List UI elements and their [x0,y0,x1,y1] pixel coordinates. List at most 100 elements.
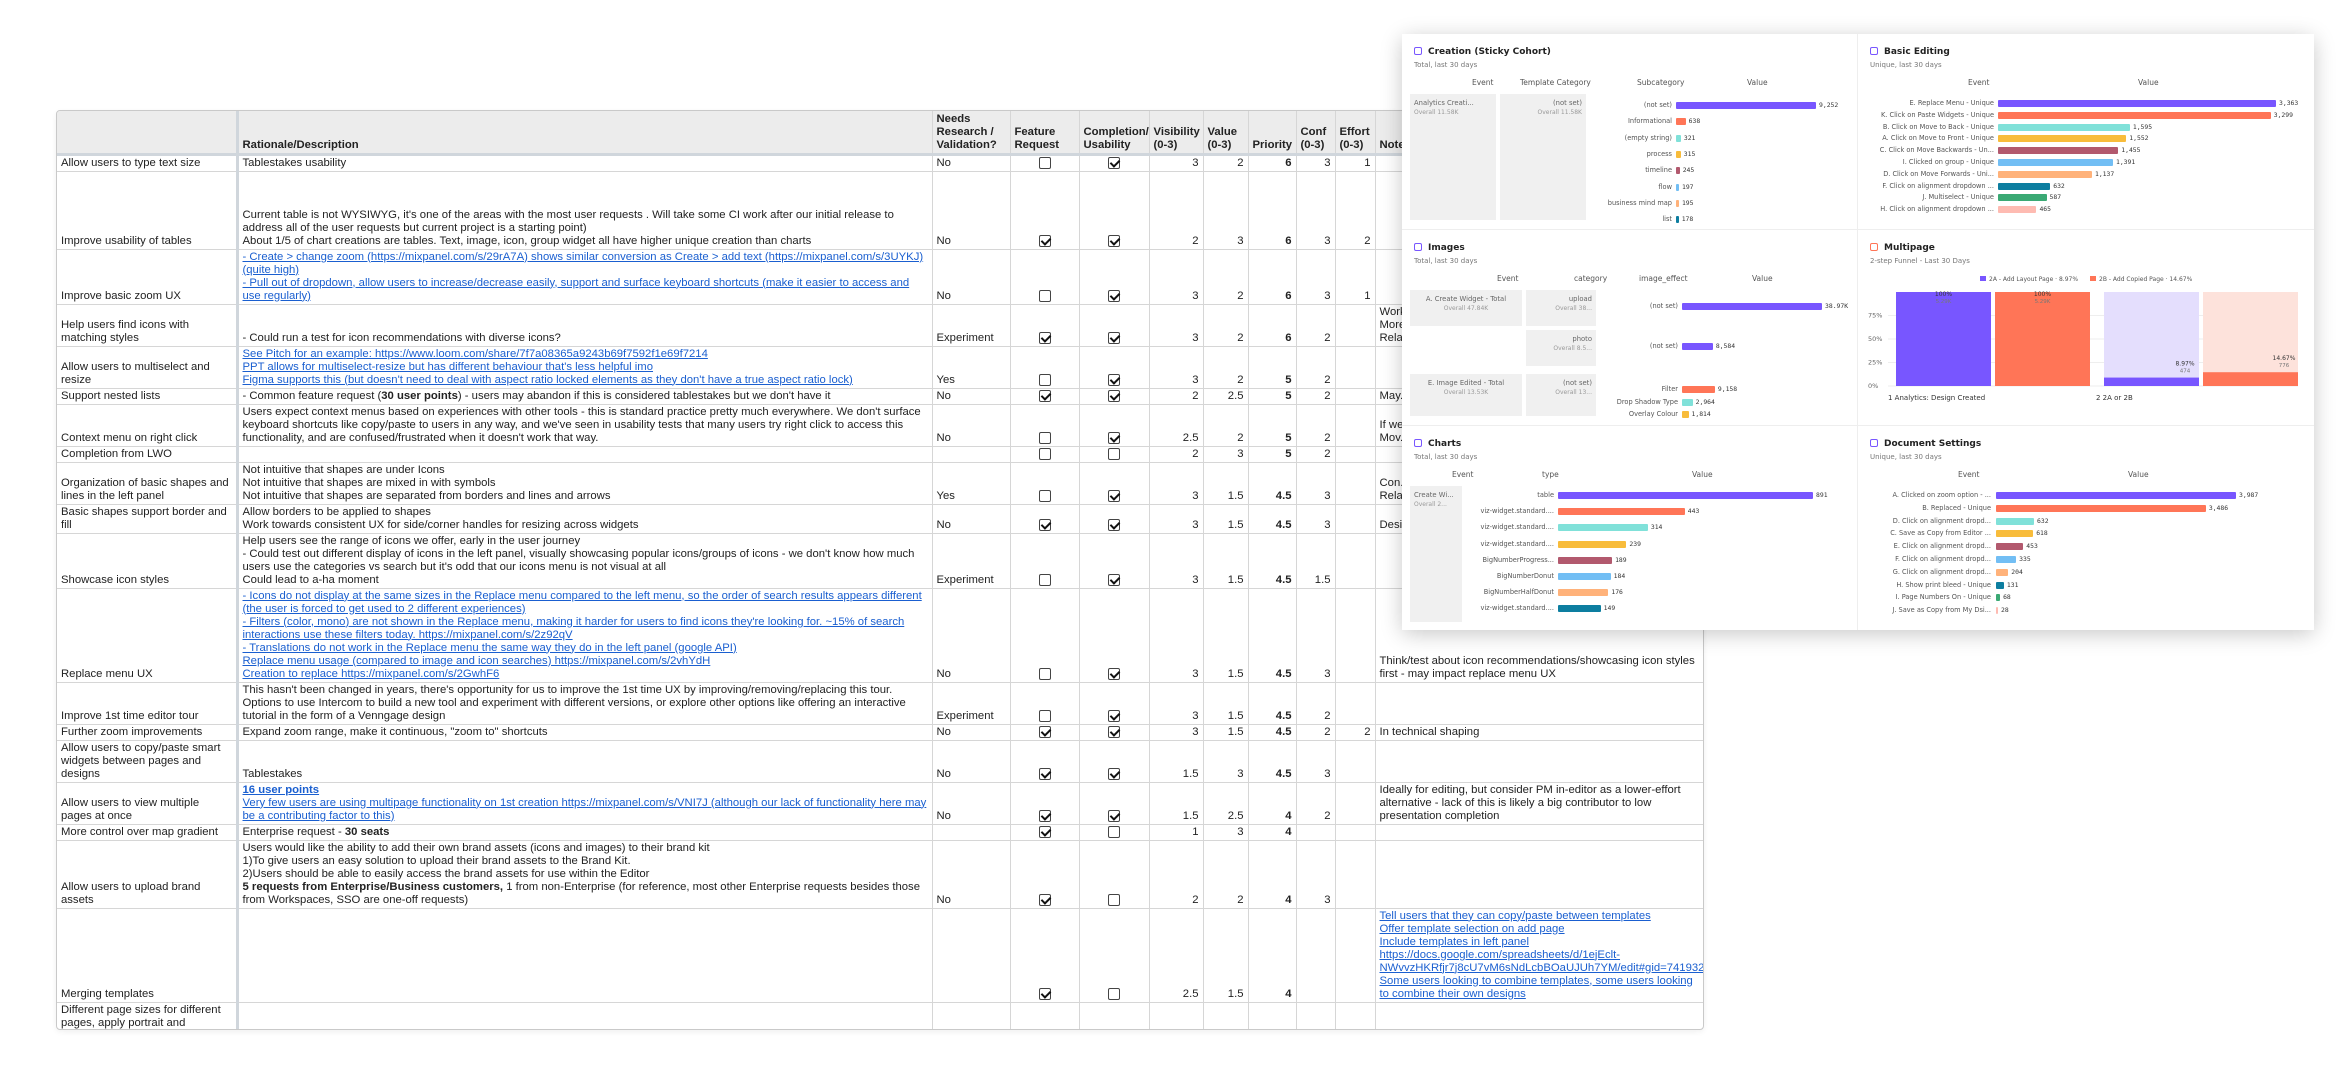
notes-link[interactable]: Tell users that they can copy/paste betw… [1379,909,1651,922]
value-cell[interactable]: 3 [1203,740,1249,783]
priority-cell[interactable]: 4.5 [1248,682,1297,725]
visibility-cell[interactable]: 2 [1149,446,1204,463]
notes-link[interactable]: Offer template selection on add page [1379,922,1565,935]
value-cell[interactable]: 1.5 [1203,682,1249,725]
visibility-cell[interactable]: 2 [1149,1002,1204,1029]
item-name-cell[interactable]: Help users find icons with matching styl… [57,304,239,347]
value-cell[interactable]: 2 [1203,154,1249,172]
effort-cell[interactable] [1335,908,1376,1003]
needs-research-cell[interactable] [932,824,1011,841]
rationale-cell[interactable]: - Could run a test for icon recommendati… [237,304,933,347]
checkbox-unchecked[interactable] [1038,447,1051,460]
rationale-cell[interactable]: Not intuitive that shapes are under Icon… [237,462,933,505]
effort-cell[interactable] [1335,388,1376,405]
needs-research-cell[interactable]: No [932,724,1011,741]
effort-cell[interactable] [1335,1002,1376,1029]
header-visibility[interactable]: Visibility (0-3) [1149,111,1204,156]
effort-cell[interactable]: 1 [1335,249,1376,305]
rationale-link[interactable]: See Pitch for an example: https://www.lo… [242,347,708,360]
charts-card[interactable]: Charts Total, last 30 days Event type Valu… [1402,426,1858,630]
rationale-cell[interactable] [237,446,933,463]
item-name-cell[interactable]: Further zoom improvements [57,724,239,741]
header-effort[interactable]: Effort (0-3) [1335,111,1376,156]
needs-research-cell[interactable]: No [932,504,1011,534]
effort-cell[interactable] [1335,682,1376,725]
checkbox-unchecked[interactable] [1038,573,1051,586]
notes-cell[interactable] [1375,1002,1703,1029]
checkbox-unchecked[interactable] [1108,987,1120,1000]
priority-cell[interactable]: 4 [1248,840,1297,909]
item-name-cell[interactable]: Organization of basic shapes and lines i… [57,462,239,505]
effort-cell[interactable] [1335,740,1376,783]
item-name-cell[interactable]: More control over map gradient [57,824,239,841]
value-cell[interactable]: 3 [1203,824,1249,841]
rationale-cell[interactable]: Allow borders to be applied to shapes Wor… [237,504,933,534]
needs-research-cell[interactable] [932,446,1011,463]
rationale-link[interactable]: - Translations do not work in the Replac… [242,641,737,654]
conf-cell[interactable]: 2 [1296,682,1336,725]
value-cell[interactable]: 1.5 [1203,462,1249,505]
effort-cell[interactable] [1335,504,1376,534]
value-cell[interactable]: 1.5 [1203,588,1249,683]
checkbox-checked[interactable] [1108,767,1120,780]
effort-cell[interactable] [1335,840,1376,909]
notes-link[interactable]: Some users looking to combine templates,… [1379,974,1693,1000]
rationale-link[interactable]: - Filters (color, mono) are not shown in… [242,615,905,641]
checkbox-unchecked[interactable] [1038,431,1051,444]
conf-cell[interactable]: 3 [1296,840,1336,909]
value-cell[interactable]: 2 [1203,304,1249,347]
checkbox-checked[interactable] [1038,809,1051,822]
notes-cell[interactable]: Ideally for editing, but consider PM in-… [1375,782,1703,825]
header-conf[interactable]: Conf (0-3) [1296,111,1336,156]
conf-cell[interactable]: 2 [1296,782,1336,825]
visibility-cell[interactable]: 2.5 [1149,404,1204,447]
priority-cell[interactable]: 6 [1248,304,1297,347]
header-needs-research[interactable]: Needs Research / Validation? [932,111,1011,156]
visibility-cell[interactable]: 3 [1149,462,1204,505]
item-name-cell[interactable]: Basic shapes support border and fill [57,504,239,534]
priority-cell[interactable]: 6 [1248,249,1297,305]
visibility-cell[interactable]: 2 [1149,171,1204,250]
needs-research-cell[interactable]: Yes [932,462,1011,505]
visibility-cell[interactable]: 1 [1149,824,1204,841]
priority-cell[interactable]: 4.5 [1248,533,1297,589]
item-name-cell[interactable]: Showcase icon styles [57,533,239,589]
conf-cell[interactable]: 3 [1296,462,1336,505]
notes-cell[interactable] [1375,682,1703,725]
checkbox-checked[interactable] [1038,987,1051,1000]
header-name[interactable] [57,111,239,156]
rationale-cell[interactable]: Help users see the range of icons we off… [237,533,933,589]
notes-link[interactable]: https://docs.google.com/spreadsheets/d/1… [1379,948,1704,974]
notes-cell[interactable] [1375,840,1703,909]
visibility-cell[interactable]: 1.5 [1149,740,1204,783]
visibility-cell[interactable]: 3 [1149,249,1204,305]
item-name-cell[interactable]: Context menu on right click [57,404,239,447]
checkbox-checked[interactable] [1108,725,1120,738]
rationale-cell[interactable]: Users would like the ability to add thei… [237,840,933,909]
item-name-cell[interactable]: Different page sizes for different pages… [57,1002,239,1029]
conf-cell[interactable] [1296,908,1336,1003]
rationale-link[interactable]: PPT allows for multiselect-resize but ha… [242,360,654,373]
checkbox-checked[interactable] [1108,234,1120,247]
checkbox-checked[interactable] [1108,156,1120,169]
checkbox-checked[interactable] [1108,809,1120,822]
rationale-cell[interactable]: - Create > change zoom (https://mixpanel… [237,249,933,305]
priority-cell[interactable]: 4.5 [1248,504,1297,534]
creation-card[interactable]: Creation (Sticky Cohort) Total, last 30 … [1402,34,1858,230]
priority-cell[interactable]: 4 [1248,908,1297,1003]
checkbox-unchecked[interactable] [1108,825,1120,838]
conf-cell[interactable]: 3 [1296,154,1336,172]
conf-cell[interactable]: 2 [1296,446,1336,463]
needs-research-cell[interactable]: No [932,154,1011,172]
checkbox-unchecked[interactable] [1038,373,1051,386]
rationale-cell[interactable]: See Pitch for an example: https://www.lo… [237,346,933,389]
visibility-cell[interactable]: 3 [1149,154,1204,172]
conf-cell[interactable]: 2 [1296,388,1336,405]
notes-cell[interactable]: Tell users that they can copy/paste betw… [1375,908,1704,1003]
needs-research-cell[interactable]: No [932,249,1011,305]
priority-cell[interactable]: 4 [1248,1002,1297,1029]
checkbox-checked[interactable] [1038,234,1051,247]
item-name-cell[interactable]: Improve basic zoom UX [57,249,239,305]
rationale-cell[interactable]: Current table is not WYSIWYG, it's one o… [237,171,933,250]
conf-cell[interactable]: 3 [1296,740,1336,783]
